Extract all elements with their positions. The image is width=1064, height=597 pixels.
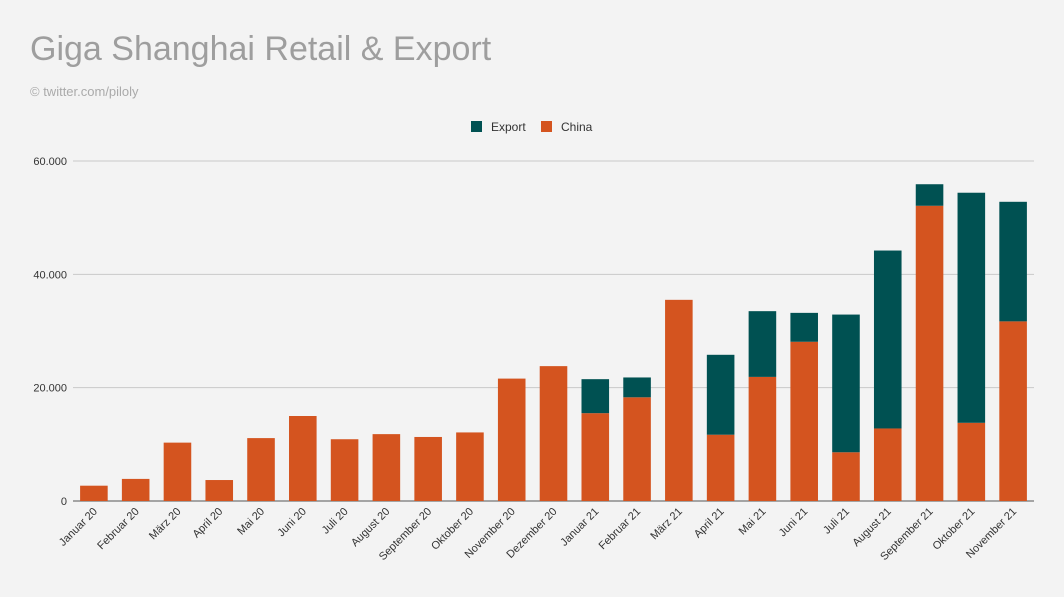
x-tick-label: April 21 — [692, 506, 727, 541]
x-tick-label: Januar 21 — [558, 506, 601, 549]
bar-export — [790, 312, 818, 342]
bar-china — [289, 416, 317, 501]
bar-china — [539, 366, 568, 501]
legend-label-china: China — [561, 120, 593, 134]
bar-china — [581, 413, 610, 501]
y-tick-label: 60.000 — [33, 156, 67, 168]
x-tick-label: Mai 20 — [235, 506, 267, 538]
bar-china — [372, 434, 401, 501]
x-tick-label: Februar 21 — [597, 506, 644, 553]
legend-label-export: Export — [491, 120, 526, 134]
x-tick-label: Juli 21 — [821, 506, 852, 537]
bar-china — [999, 321, 1027, 501]
bar-china — [748, 376, 777, 501]
bar-china — [80, 485, 108, 501]
bar-china — [623, 397, 651, 501]
bar-china — [205, 480, 234, 501]
bar-china — [873, 428, 902, 501]
bar-china — [414, 436, 442, 501]
chart-title: Giga Shanghai Retail & Export — [30, 30, 492, 68]
x-tick-label: Januar 20 — [57, 506, 100, 549]
bar-china — [456, 432, 484, 501]
x-tick-label: Juli 20 — [320, 506, 351, 537]
bar-export — [873, 250, 902, 429]
chart-subtitle: © twitter.com/piloly — [30, 84, 139, 99]
bar-export — [999, 201, 1027, 322]
x-tick-label: Juni 21 — [777, 506, 811, 540]
x-tick-label: Juni 20 — [275, 506, 309, 540]
bar-export — [748, 311, 777, 377]
bar-china — [330, 439, 359, 501]
bar-china — [915, 205, 944, 501]
bar-export — [623, 377, 651, 398]
y-tick-label: 40.000 — [33, 269, 67, 281]
x-tick-label: August 20 — [349, 506, 393, 550]
bar-china — [497, 378, 526, 501]
x-tick-label: Mai 21 — [737, 506, 769, 538]
bar-china — [163, 442, 192, 501]
x-tick-label: Februar 20 — [95, 506, 142, 553]
x-tick-label: April 20 — [191, 506, 226, 541]
x-tick-label: März 20 — [147, 506, 184, 543]
bar-china — [247, 438, 275, 501]
x-tick-label: August 21 — [850, 506, 894, 550]
y-tick-label: 0 — [61, 496, 67, 508]
legend-swatch-export — [471, 121, 482, 132]
bar-export — [581, 379, 610, 414]
bar-export — [706, 354, 735, 435]
legend-swatch-china — [541, 121, 552, 132]
bar-export — [832, 314, 860, 453]
bar-china — [121, 478, 150, 501]
bar-china — [790, 341, 818, 501]
bar-export — [915, 184, 944, 206]
bar-china — [957, 422, 986, 501]
bar-china — [665, 299, 693, 501]
y-tick-label: 20.000 — [33, 383, 67, 395]
bar-china — [832, 452, 860, 501]
x-tick-label: März 21 — [648, 506, 685, 543]
bar-export — [957, 192, 986, 423]
bar-china — [706, 434, 735, 501]
